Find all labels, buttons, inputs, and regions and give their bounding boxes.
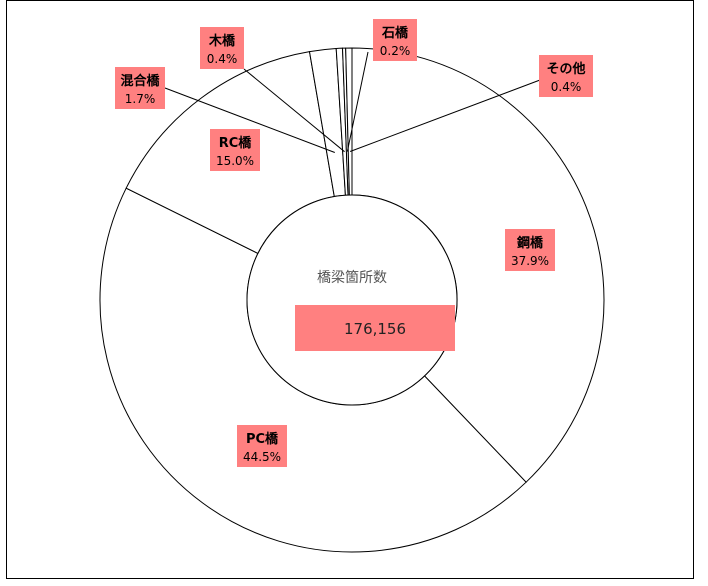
leader-line (346, 51, 369, 152)
leader-line (164, 87, 335, 153)
slice-label-name: 鋼橋 (516, 235, 544, 251)
center-title: 橋梁箇所数 (317, 269, 387, 286)
slice-label-percent: 0.2% (380, 44, 411, 58)
slice-label: RC橋 15.0% (210, 129, 260, 171)
slice-label-percent: 15.0% (216, 154, 254, 168)
chart-frame (6, 0, 694, 579)
slice-label: 木橋 0.4% (200, 27, 244, 69)
slice-label-percent: 1.7% (125, 92, 156, 106)
slice-label-percent: 0.4% (551, 80, 582, 94)
slice-label-name: 石橋 (381, 25, 409, 41)
slices-layer (99, 47, 605, 553)
slice-label-name: 木橋 (208, 33, 236, 49)
slice-label-percent: 37.9% (511, 254, 549, 268)
leader-line (243, 68, 345, 153)
slice-label-percent: 0.4% (207, 52, 238, 66)
slice-label: その他 0.4% (539, 55, 593, 97)
slice-label-name: 混合橋 (120, 73, 160, 89)
donut-hole (246, 194, 458, 406)
center-value: 176,156 (344, 320, 406, 338)
leader-lines-layer (164, 51, 541, 153)
slice-label: 鋼橋 37.9% (505, 229, 555, 271)
slice-label-box (200, 27, 244, 69)
slice-label-percent: 44.5% (243, 450, 281, 464)
slice-label: PC橋 44.5% (237, 425, 287, 467)
leader-line (349, 79, 541, 152)
slice-label-name: RC橋 (219, 135, 253, 151)
slice-label-box (210, 129, 260, 171)
slice-label: 混合橋 1.7% (115, 67, 165, 109)
slice-label: 石橋 0.2% (373, 19, 417, 61)
slice-label-name: PC橋 (246, 431, 279, 447)
slice-label-box (373, 19, 417, 61)
slice-label-box (539, 55, 593, 97)
slice-label-box (115, 67, 165, 109)
center-value-box (295, 305, 455, 351)
slice-labels-layer: 鋼橋 37.9% PC橋 44.5% RC橋 15.0% 混合橋 1.7% 木橋 0.4% 石橋 0.… (115, 19, 593, 467)
slice-label-box (237, 425, 287, 467)
slice-label-box (505, 229, 555, 271)
slice-label-name: その他 (546, 61, 585, 77)
